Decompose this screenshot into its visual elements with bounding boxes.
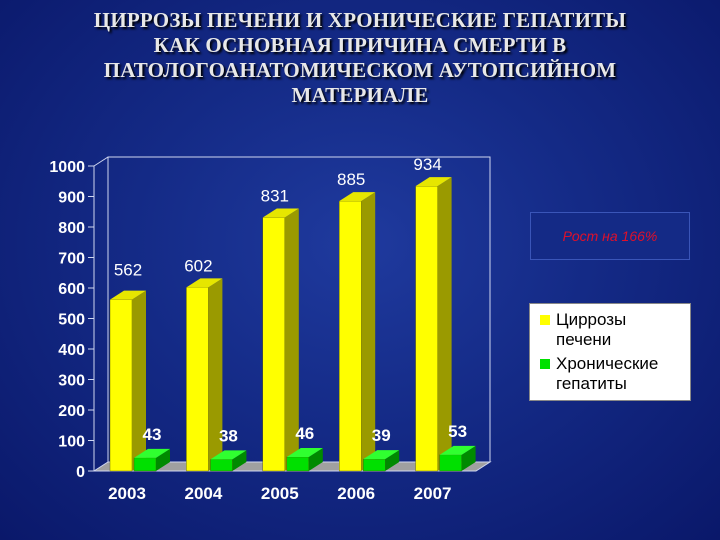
bar-hepatitis-front <box>210 459 233 472</box>
data-label-cirrhosis: 934 <box>413 155 441 174</box>
bar-hepatitis-top <box>363 450 400 460</box>
slide-title: ЦИРРОЗЫ ПЕЧЕНИ И ХРОНИЧЕСКИЕ ГЕПАТИТЫ КА… <box>10 8 710 108</box>
bar-hepatitis-side <box>385 450 400 471</box>
plot-frame <box>107 156 491 462</box>
legend-label-line: Циррозы <box>556 310 627 329</box>
x-tick-label: 2005 <box>261 484 299 503</box>
y-tick-label: 800 <box>58 220 85 237</box>
bar-cirrhosis-side <box>132 290 146 471</box>
bar-hepatitis-top <box>439 445 476 455</box>
data-label-cirrhosis: 831 <box>261 187 289 206</box>
data-label-cirrhosis: 562 <box>114 261 142 280</box>
y-tick-label: 1000 <box>49 159 85 176</box>
legend-swatch <box>540 315 550 325</box>
y-tick-label: 100 <box>58 434 85 451</box>
bar-hepatitis-top <box>286 447 323 457</box>
bar-hepatitis-front <box>363 458 386 472</box>
title-line: КАК ОСНОВНАЯ ПРИЧИНА СМЕРТИ В <box>153 33 567 57</box>
bar-cirrhosis-top <box>110 290 146 300</box>
y-tick-label: 900 <box>58 190 85 207</box>
bar-hepatitis-top <box>210 450 247 460</box>
legend-label: Циррозы печени <box>556 310 626 350</box>
bar-cirrhosis-top <box>262 208 299 218</box>
data-label-cirrhosis: 602 <box>184 256 212 275</box>
y-tick-label: 600 <box>58 281 85 298</box>
bar-cirrhosis-side <box>208 278 223 471</box>
legend-label-line: гепатиты <box>556 374 627 393</box>
x-tick-label: 2004 <box>184 484 222 503</box>
y-tick-label: 300 <box>58 373 85 390</box>
y-tick-label: 200 <box>58 403 85 420</box>
bar-cirrhosis-side <box>437 177 452 471</box>
bar-hepatitis-side <box>308 447 323 471</box>
bar-cirrhosis-top <box>339 192 376 202</box>
y-tick-label: 0 <box>76 464 85 481</box>
data-label-hepatitis: 53 <box>448 422 467 441</box>
legend-item-cirrhosis: Циррозы печени <box>540 310 626 350</box>
bar-cirrhosis-top <box>415 177 452 187</box>
growth-note: Рост на 166% <box>530 212 690 260</box>
data-label-hepatitis: 38 <box>219 426 238 445</box>
bar-cirrhosis-front <box>262 217 285 472</box>
chart-legend: Циррозы печени Хронические гепатиты <box>529 303 691 401</box>
growth-note-text: Рост на 166% <box>562 228 658 244</box>
bar-cirrhosis-front <box>339 200 362 472</box>
y-tick-label: 500 <box>58 312 85 329</box>
data-label-hepatitis: 43 <box>143 425 162 444</box>
legend-swatch <box>540 359 550 369</box>
title-line: МАТЕРИАЛЕ <box>291 83 429 107</box>
x-tick-label: 2003 <box>108 484 146 503</box>
bar-cirrhosis-side <box>361 192 376 471</box>
x-tick-label: 2007 <box>414 484 452 503</box>
data-label-hepatitis: 46 <box>295 424 314 443</box>
y-axis-top-edge <box>93 156 109 167</box>
legend-label-line: Хронические <box>556 354 659 373</box>
y-tick-label: 700 <box>58 251 85 268</box>
bar-hepatitis-side <box>232 450 247 471</box>
legend-label-line: печени <box>556 330 612 349</box>
x-tick-label: 2006 <box>337 484 375 503</box>
bar-hepatitis-side <box>156 448 170 471</box>
data-label-cirrhosis: 885 <box>337 170 365 189</box>
data-label-hepatitis: 39 <box>372 426 391 445</box>
bar-cirrhosis-side <box>284 208 299 472</box>
title-line: ЦИРРОЗЫ ПЕЧЕНИ И ХРОНИЧЕСКИЕ ГЕПАТИТЫ <box>93 8 627 32</box>
bar-cirrhosis-top <box>186 278 223 288</box>
bar-cirrhosis-front <box>415 185 438 472</box>
bar-hepatitis-front <box>286 456 309 472</box>
bar-hepatitis-side <box>461 445 476 471</box>
bar-cirrhosis-front <box>109 299 133 472</box>
bar-hepatitis-front <box>439 454 462 472</box>
legend-item-hepatitis: Хронические гепатиты <box>540 354 658 394</box>
title-line: ПАТОЛОГОАНАТОМИЧЕСКОМ АУТОПСИЙНОМ <box>103 58 617 82</box>
y-tick-label: 400 <box>58 342 85 359</box>
legend-label: Хронические гепатиты <box>556 354 658 394</box>
bar-hepatitis-front <box>133 457 157 472</box>
bar-cirrhosis-front <box>186 287 209 472</box>
bar-hepatitis-top <box>134 448 170 458</box>
